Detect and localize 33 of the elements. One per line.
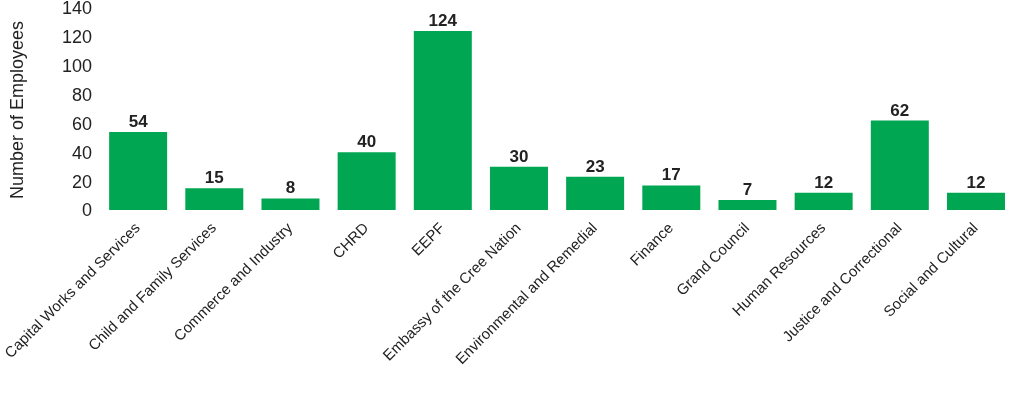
- data-label: 62: [890, 100, 910, 120]
- data-label: 124: [428, 11, 458, 31]
- data-label: 54: [128, 112, 149, 132]
- data-label: 15: [204, 168, 224, 188]
- y-tick-label: 60: [71, 113, 92, 134]
- data-label: 30: [509, 146, 529, 166]
- bar: [870, 120, 929, 210]
- bar: [337, 152, 396, 210]
- bar: [489, 166, 548, 210]
- bar: [718, 199, 777, 210]
- data-label: 40: [357, 132, 377, 152]
- y-tick-label: 100: [61, 56, 92, 77]
- bar: [261, 198, 320, 210]
- data-label: 23: [585, 156, 605, 176]
- bar: [946, 192, 1005, 210]
- bar: [185, 188, 244, 210]
- y-tick-label: 80: [71, 84, 92, 105]
- y-tick-label: 20: [71, 171, 92, 192]
- data-label: 12: [814, 172, 834, 192]
- data-label: 12: [966, 172, 986, 192]
- data-label: 8: [285, 178, 296, 198]
- bar: [566, 176, 625, 210]
- bar: [109, 132, 168, 210]
- y-tick-label: 40: [71, 142, 92, 163]
- bar: [794, 192, 853, 210]
- y-axis-title: Number of Employees: [7, 20, 28, 199]
- bar: [642, 185, 701, 210]
- data-label: 17: [661, 165, 681, 185]
- y-tick-label: 140: [61, 0, 92, 19]
- y-tick-label: 120: [61, 27, 92, 48]
- data-label: 7: [742, 179, 753, 199]
- y-tick-label: 0: [81, 200, 92, 221]
- bar: [413, 31, 472, 210]
